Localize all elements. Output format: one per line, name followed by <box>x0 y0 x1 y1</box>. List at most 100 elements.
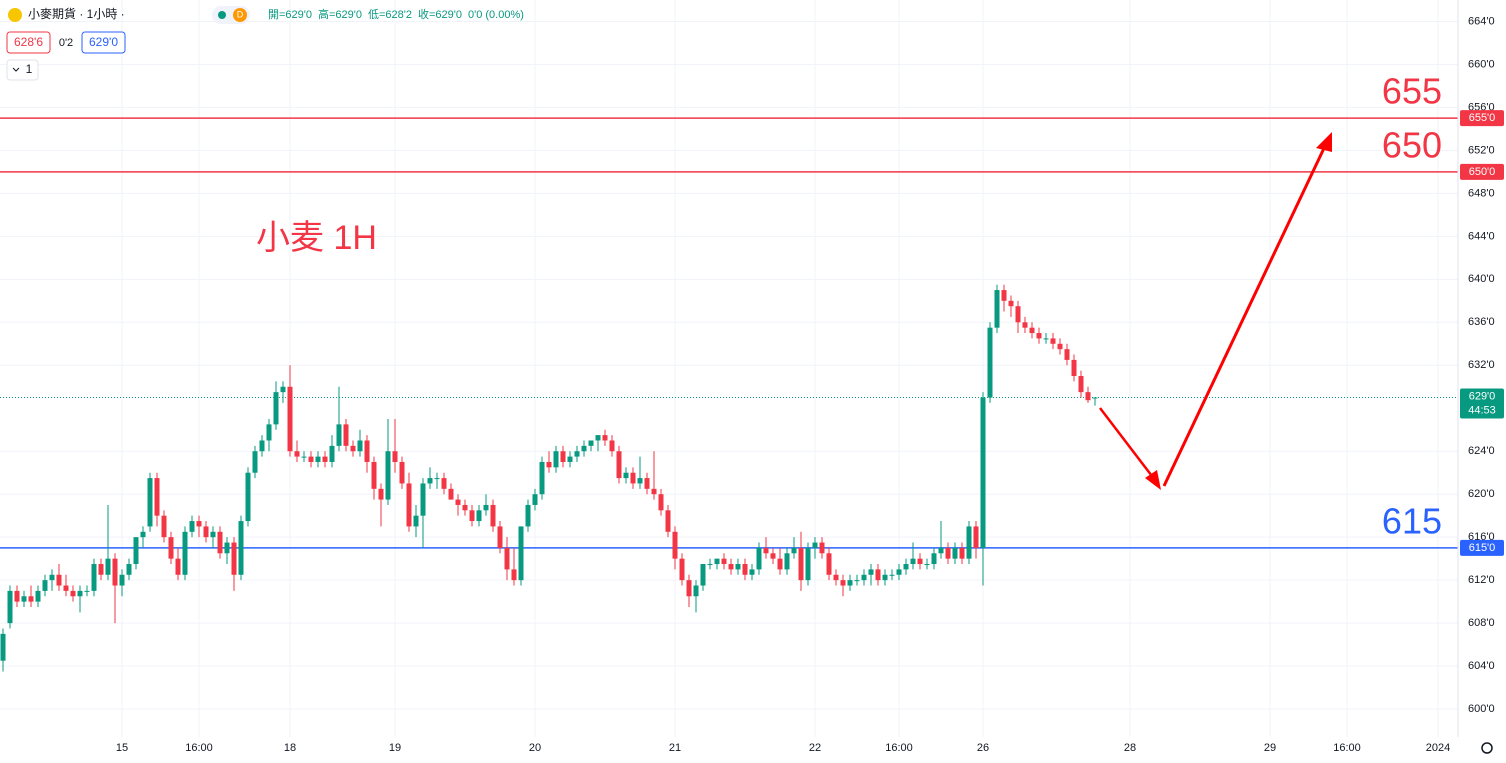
level-axis-label: 650'0 <box>1469 166 1496 178</box>
y-tick-label: 652'0 <box>1468 144 1495 156</box>
candle-body <box>77 590 83 597</box>
level-axis-box <box>1460 539 1504 556</box>
candle-body <box>567 456 573 462</box>
candle-body <box>231 542 237 575</box>
arrowhead <box>1316 132 1332 152</box>
candle-body <box>315 456 321 462</box>
candle-body <box>1085 392 1091 401</box>
candle-body <box>518 526 524 581</box>
arrowhead <box>1145 470 1161 490</box>
candle-body <box>56 574 62 586</box>
candle-body <box>574 451 580 457</box>
candle-body <box>728 564 734 570</box>
candle-body <box>938 547 944 554</box>
candle-body <box>945 547 951 559</box>
bid-box[interactable] <box>6 31 51 54</box>
candle-body <box>623 472 629 479</box>
projection-arrows <box>1099 132 1332 490</box>
candle-body <box>917 558 923 565</box>
candle-body <box>1092 397 1098 399</box>
candle-body <box>1029 327 1035 334</box>
last-price-label: 629'0 <box>1469 390 1496 402</box>
candle-body <box>7 590 13 624</box>
candle-body <box>63 585 69 591</box>
ask-box[interactable] <box>81 31 126 54</box>
legend-item: 高=629'0 <box>318 7 362 21</box>
candle-body <box>350 445 356 452</box>
y-tick-label: 640'0 <box>1468 273 1495 285</box>
candle-body <box>609 440 615 452</box>
y-tick-label: 648'0 <box>1468 187 1495 199</box>
candle-body <box>154 478 160 516</box>
x-tick-label: 20 <box>529 742 541 754</box>
candle-body <box>805 547 811 581</box>
legend-item: 低=628'2 <box>368 8 412 21</box>
candle-body <box>868 569 874 575</box>
candle-body <box>1022 322 1028 328</box>
candle-body <box>553 451 559 468</box>
indicator-toggle[interactable] <box>6 59 39 81</box>
candle-body <box>532 494 538 505</box>
candles <box>0 284 1098 672</box>
candle-body <box>0 633 6 661</box>
candle-body <box>735 564 741 570</box>
candle-body <box>336 424 342 446</box>
candle-body <box>420 483 426 516</box>
candle-body <box>616 451 622 479</box>
candle-body <box>469 510 475 522</box>
candle-body <box>49 574 55 581</box>
candle-body <box>959 547 965 559</box>
candle-body <box>217 531 223 554</box>
candle-body <box>889 574 895 576</box>
candle-body <box>826 553 832 575</box>
last-price-box <box>1460 388 1504 419</box>
level-axis-box <box>1460 110 1504 127</box>
x-tick-label: 22 <box>809 742 821 754</box>
candle-body <box>1078 376 1084 393</box>
candle-body <box>854 580 860 582</box>
candle-body <box>266 424 272 441</box>
settings-icon[interactable] <box>1481 742 1493 754</box>
level-label: 655 <box>1382 71 1442 112</box>
arrow-up <box>1162 143 1328 487</box>
candle-body <box>196 521 202 527</box>
candle-body <box>875 569 881 581</box>
candle-body <box>924 564 930 566</box>
candle-body <box>105 558 111 575</box>
y-tick-label: 608'0 <box>1468 617 1495 629</box>
ohlc-legend: 開=629'0 高=629'0 低=628'2 收=629'0 0'0 (0.00%) <box>268 7 524 21</box>
candle-body <box>784 553 790 570</box>
candle-body <box>483 504 489 511</box>
candle-body <box>140 531 146 538</box>
candle-body <box>770 553 776 559</box>
candle-body <box>672 531 678 559</box>
candle-body <box>504 547 510 570</box>
candle-body <box>14 590 20 602</box>
candle-body <box>119 574 125 586</box>
candle-body <box>994 290 1000 328</box>
candle-body <box>364 440 370 462</box>
x-tick-label: 15 <box>116 742 128 754</box>
candle-body <box>658 494 664 511</box>
candle-body <box>595 435 601 441</box>
candle-body <box>322 456 328 462</box>
candle-body <box>630 472 636 484</box>
candle-body <box>1071 359 1077 377</box>
level-label: 650 <box>1382 124 1442 165</box>
candle-body <box>546 461 552 468</box>
y-tick-label: 636'0 <box>1468 316 1495 328</box>
ask: 629'0 <box>89 35 118 49</box>
candle-body <box>980 397 986 548</box>
candle-body <box>651 488 657 495</box>
candle-body <box>42 580 48 591</box>
candle-body <box>147 478 153 527</box>
candle-body <box>427 478 433 484</box>
candle-body <box>798 547 804 581</box>
candle-body <box>819 542 825 554</box>
candle-body <box>539 461 545 495</box>
annotation: 小麦 1H <box>256 219 377 257</box>
candle-body <box>1036 333 1042 339</box>
y-tick-label: 604'0 <box>1468 660 1495 672</box>
candle-body <box>210 531 216 538</box>
candle-body <box>448 488 454 500</box>
